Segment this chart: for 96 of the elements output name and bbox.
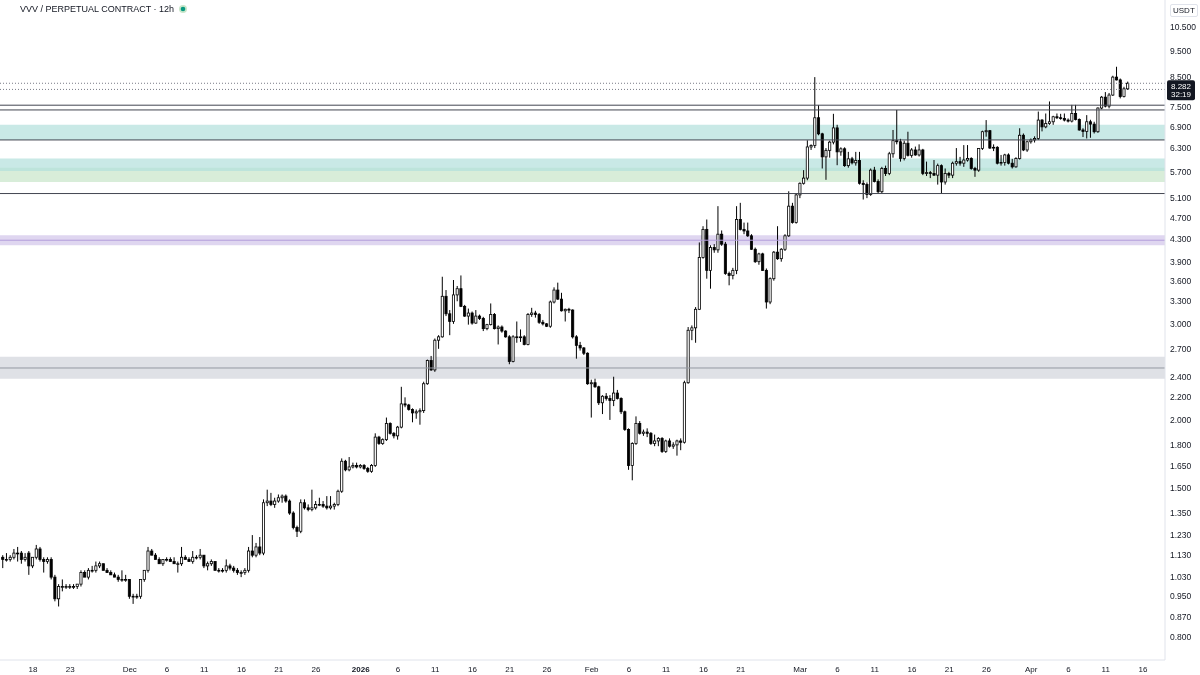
x-tick-label: 11 xyxy=(662,665,671,674)
candlestick xyxy=(384,417,388,442)
candlestick xyxy=(939,163,943,195)
candlestick xyxy=(958,156,962,167)
x-tick-label: 18 xyxy=(28,665,38,674)
y-tick-label: 2.700 xyxy=(1170,343,1192,354)
x-tick-label: 6 xyxy=(1066,665,1072,674)
candlestick xyxy=(921,148,925,176)
candlestick xyxy=(247,546,251,574)
candlestick xyxy=(858,151,861,186)
x-tick-label: 21 xyxy=(274,665,284,674)
x-tick-label: Dec xyxy=(122,665,137,674)
y-tick-label: 10.500 xyxy=(1170,22,1197,33)
y-tick-label: 6.900 xyxy=(1170,121,1192,132)
y-tick-label: 0.870 xyxy=(1170,612,1192,623)
candlestick xyxy=(742,222,746,235)
x-tick-label: 6 xyxy=(626,665,632,674)
y-tick-label: 1.800 xyxy=(1170,439,1192,450)
y-axis-title: USDT xyxy=(1173,6,1195,15)
candlestick xyxy=(932,159,936,177)
candlestick xyxy=(90,565,94,574)
x-tick-label: 21 xyxy=(505,665,515,674)
y-tick-label: 1.030 xyxy=(1170,572,1192,583)
y-tick-label: 9.500 xyxy=(1170,45,1192,56)
candlestick xyxy=(120,569,124,583)
candlestick xyxy=(716,205,720,254)
x-tick-label: 16 xyxy=(1138,665,1148,674)
y-tick-label: 1.500 xyxy=(1170,483,1192,494)
x-tick-label: 6 xyxy=(164,665,170,674)
y-tick-label: 2.000 xyxy=(1170,414,1192,425)
x-tick-label: 16 xyxy=(907,665,918,674)
y-tick-label: 1.350 xyxy=(1170,508,1192,519)
candlestick xyxy=(1085,114,1089,139)
y-tick-label: 8.500 xyxy=(1170,72,1192,83)
x-tick-label: 6 xyxy=(395,665,401,674)
x-tick-label: 11 xyxy=(870,665,880,674)
y-tick-label: 2.400 xyxy=(1170,371,1192,382)
x-tick-label: Mar xyxy=(793,665,808,674)
y-tick-label: 0.950 xyxy=(1170,591,1192,602)
y-tick-label: 3.000 xyxy=(1170,318,1192,329)
x-tick-label: 21 xyxy=(736,665,746,674)
x-tick-label: 2026 xyxy=(351,665,371,674)
candlestick xyxy=(560,292,563,313)
candlestick xyxy=(23,552,27,563)
x-tick-label: 16 xyxy=(237,665,247,674)
candlestick xyxy=(1088,119,1092,139)
candlestick xyxy=(269,492,273,507)
candlestick xyxy=(1055,113,1059,120)
candlestick xyxy=(608,394,612,421)
candlestick xyxy=(902,140,906,161)
y-tick-label: 7.500 xyxy=(1170,101,1192,112)
candlestick xyxy=(105,567,109,574)
x-tick-label: 6 xyxy=(835,665,841,674)
y-tick-label: 1.130 xyxy=(1170,550,1192,561)
candlestick xyxy=(64,583,68,590)
y-tick-label: 3.600 xyxy=(1170,275,1192,286)
y-tick-label: 5.100 xyxy=(1170,193,1192,204)
chart-title: VVV / PERPETUAL CONTRACT · 12h xyxy=(20,4,175,14)
y-tick-label: 3.300 xyxy=(1170,296,1192,307)
x-tick-label: 11 xyxy=(200,665,209,674)
x-tick-label: 26 xyxy=(982,665,992,674)
y-tick-label: 1.230 xyxy=(1170,530,1192,541)
x-tick-label: 11 xyxy=(431,665,440,674)
candlestick xyxy=(94,561,98,574)
y-tick-label: 4.700 xyxy=(1170,212,1192,223)
x-tick-label: 16 xyxy=(468,665,478,674)
candlestick xyxy=(936,163,940,186)
y-tick-label: 4.300 xyxy=(1170,233,1192,244)
x-tick-label: 16 xyxy=(698,665,709,674)
candlestick xyxy=(280,493,284,504)
candlestick xyxy=(1047,100,1051,126)
text: 32:19 xyxy=(1170,90,1192,100)
candlestick xyxy=(27,550,31,576)
candlestick xyxy=(310,489,314,512)
y-tick-label: 6.300 xyxy=(1170,143,1192,154)
y-tick-label: 0.800 xyxy=(1170,632,1192,643)
candlestick xyxy=(880,166,884,195)
y-tick-label: 2.200 xyxy=(1170,392,1192,403)
x-tick-label: Apr xyxy=(1024,665,1038,674)
candlestick xyxy=(127,578,131,600)
candlestick xyxy=(675,439,679,457)
y-tick-label: 1.650 xyxy=(1170,460,1192,471)
candlestick xyxy=(906,131,910,157)
candlestick xyxy=(519,328,523,343)
x-tick-label: 21 xyxy=(944,665,955,674)
x-tick-label: Feb xyxy=(584,665,600,674)
x-tick-label: 23 xyxy=(65,665,76,674)
x-tick-label: 11 xyxy=(1101,665,1111,674)
ref-line-label: 8.282 xyxy=(1170,81,1192,91)
candlestick xyxy=(321,500,325,509)
y-tick-label: 5.700 xyxy=(1170,166,1192,177)
y-tick-label: 3.900 xyxy=(1170,256,1192,267)
candlestick xyxy=(239,569,243,578)
x-tick-label: 26 xyxy=(311,665,321,674)
x-tick-label: 26 xyxy=(542,665,552,674)
candlestick xyxy=(187,556,191,563)
